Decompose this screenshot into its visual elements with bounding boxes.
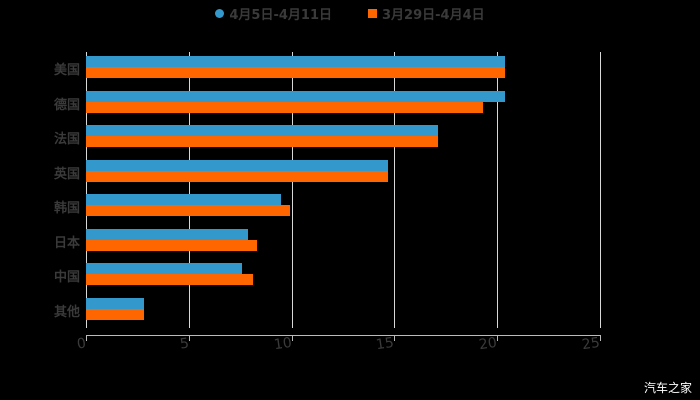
bar-series2[interactable] xyxy=(86,274,253,285)
gridline xyxy=(497,52,498,328)
legend-item-series1[interactable]: 4月5日-4月11日 xyxy=(215,4,332,23)
gridline xyxy=(86,52,87,328)
category-label: 美国 xyxy=(53,63,80,78)
category-label: 日本 xyxy=(53,235,80,251)
category-label: 韩国 xyxy=(53,201,80,216)
legend-circle-icon xyxy=(215,9,225,18)
legend-label-series2: 3月29日-4月4日 xyxy=(382,8,485,23)
x-tick-label: 25 xyxy=(580,334,601,354)
category-label: 其他 xyxy=(53,304,80,320)
bar-series1[interactable] xyxy=(86,159,389,171)
x-tick-label: 10 xyxy=(272,334,293,354)
legend-item-series2[interactable]: 3月29日-4月4日 xyxy=(368,4,485,23)
watermark: 汽车之家 xyxy=(643,381,692,395)
legend-label-series1: 4月5日-4月11日 xyxy=(229,8,332,23)
legend-square-icon xyxy=(368,9,377,18)
bar-series2[interactable] xyxy=(86,101,483,113)
bar-series2[interactable] xyxy=(86,136,438,147)
plot-area xyxy=(86,52,601,328)
bar-series1[interactable] xyxy=(86,297,144,309)
chart-legend: 4月5日-4月11日 3月29日-4月4日 xyxy=(0,4,700,23)
bar-series1[interactable] xyxy=(86,90,506,102)
gridline xyxy=(394,52,395,328)
category-label: 英国 xyxy=(53,166,80,182)
x-tick-label: 15 xyxy=(374,334,395,354)
gridline xyxy=(189,52,190,328)
bar-series1[interactable] xyxy=(86,125,438,136)
category-label: 中国 xyxy=(53,270,80,285)
bar-series1[interactable] xyxy=(86,228,249,240)
bar-series2[interactable] xyxy=(86,239,257,251)
x-tick xyxy=(189,335,190,341)
bar-series1[interactable] xyxy=(86,194,282,205)
x-tick xyxy=(394,335,395,341)
x-tick xyxy=(86,335,87,341)
bar-series2[interactable] xyxy=(86,170,389,182)
gridline xyxy=(292,52,293,328)
bar-series2[interactable] xyxy=(86,67,506,78)
bar-series1[interactable] xyxy=(86,56,506,67)
x-tick xyxy=(497,335,498,341)
bar-series1[interactable] xyxy=(86,263,243,274)
x-tick xyxy=(600,335,601,341)
gridline xyxy=(600,52,601,328)
x-axis xyxy=(86,335,600,336)
x-tick-label: 20 xyxy=(477,334,498,354)
bar-series2[interactable] xyxy=(86,308,144,320)
category-label: 德国 xyxy=(53,97,80,113)
category-label: 法国 xyxy=(53,132,80,147)
x-tick xyxy=(292,335,293,341)
bar-series2[interactable] xyxy=(86,205,290,216)
